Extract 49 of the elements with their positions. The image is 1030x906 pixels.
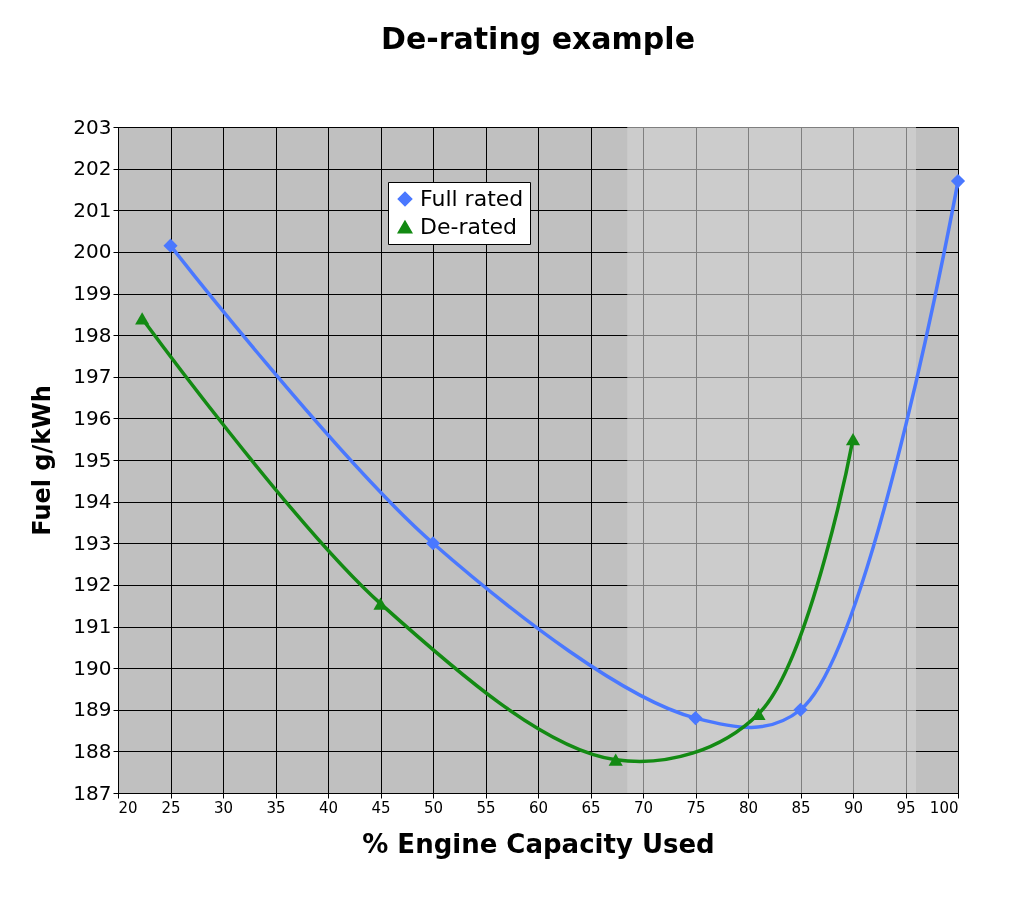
y-tick-label: 202 xyxy=(73,156,112,181)
y-tick-label: 196 xyxy=(73,405,112,430)
x-tick-label: 100 xyxy=(929,798,959,817)
y-axis-title: Fuel g/kWh xyxy=(28,385,57,536)
y-tick-label: 198 xyxy=(73,322,112,347)
y-tick-label: 195 xyxy=(73,447,112,472)
x-tick-label: 75 xyxy=(686,798,706,817)
x-tick-label: 45 xyxy=(371,798,391,817)
y-tick-label: 199 xyxy=(73,281,112,305)
y-tick-label: 194 xyxy=(73,489,112,514)
x-tick-label: 55 xyxy=(476,798,496,817)
chart-title: De-rating example xyxy=(381,21,695,56)
x-tick-label: 65 xyxy=(581,798,601,817)
y-tick-label: 188 xyxy=(73,738,112,763)
point xyxy=(373,597,388,610)
y-tick-label: 200 xyxy=(73,239,112,264)
x-tick-label: 70 xyxy=(633,798,654,817)
y-tick-label: 192 xyxy=(73,572,112,597)
y-tick-label: 193 xyxy=(73,530,112,555)
x-tick-label: 85 xyxy=(791,798,811,817)
x-tick-label: 95 xyxy=(896,798,916,817)
point xyxy=(163,238,178,253)
point xyxy=(425,536,441,551)
x-axis-title: % Engine Capacity Used xyxy=(362,828,715,859)
point xyxy=(608,753,623,766)
y-tick-label: 203 xyxy=(73,114,112,139)
x-tick-label: 90 xyxy=(843,798,864,817)
y-tick-label: 191 xyxy=(73,614,112,638)
legend-label: De-rated xyxy=(420,214,518,239)
y-tick-label: 189 xyxy=(73,697,112,722)
y-tick-label: 187 xyxy=(73,780,112,805)
point xyxy=(751,707,766,721)
x-tick-label: 25 xyxy=(161,798,181,817)
x-tick-label: 60 xyxy=(528,798,549,817)
point xyxy=(845,433,861,446)
x-tick-label: 40 xyxy=(318,798,339,817)
x-tick-label: 50 xyxy=(423,798,444,817)
x-tick-label: 80 xyxy=(738,798,759,817)
x-tick-label: 20 xyxy=(118,798,138,817)
point xyxy=(950,174,966,189)
legend-label: Full rated xyxy=(420,186,524,211)
y-tick-label: 197 xyxy=(73,364,112,389)
x-tick-label: 35 xyxy=(266,798,286,817)
y-tick-label: 190 xyxy=(73,655,112,680)
x-tick-label: 30 xyxy=(213,798,234,817)
point xyxy=(135,312,150,325)
point xyxy=(793,702,808,717)
point xyxy=(688,711,703,726)
y-tick-label: 201 xyxy=(73,197,112,222)
